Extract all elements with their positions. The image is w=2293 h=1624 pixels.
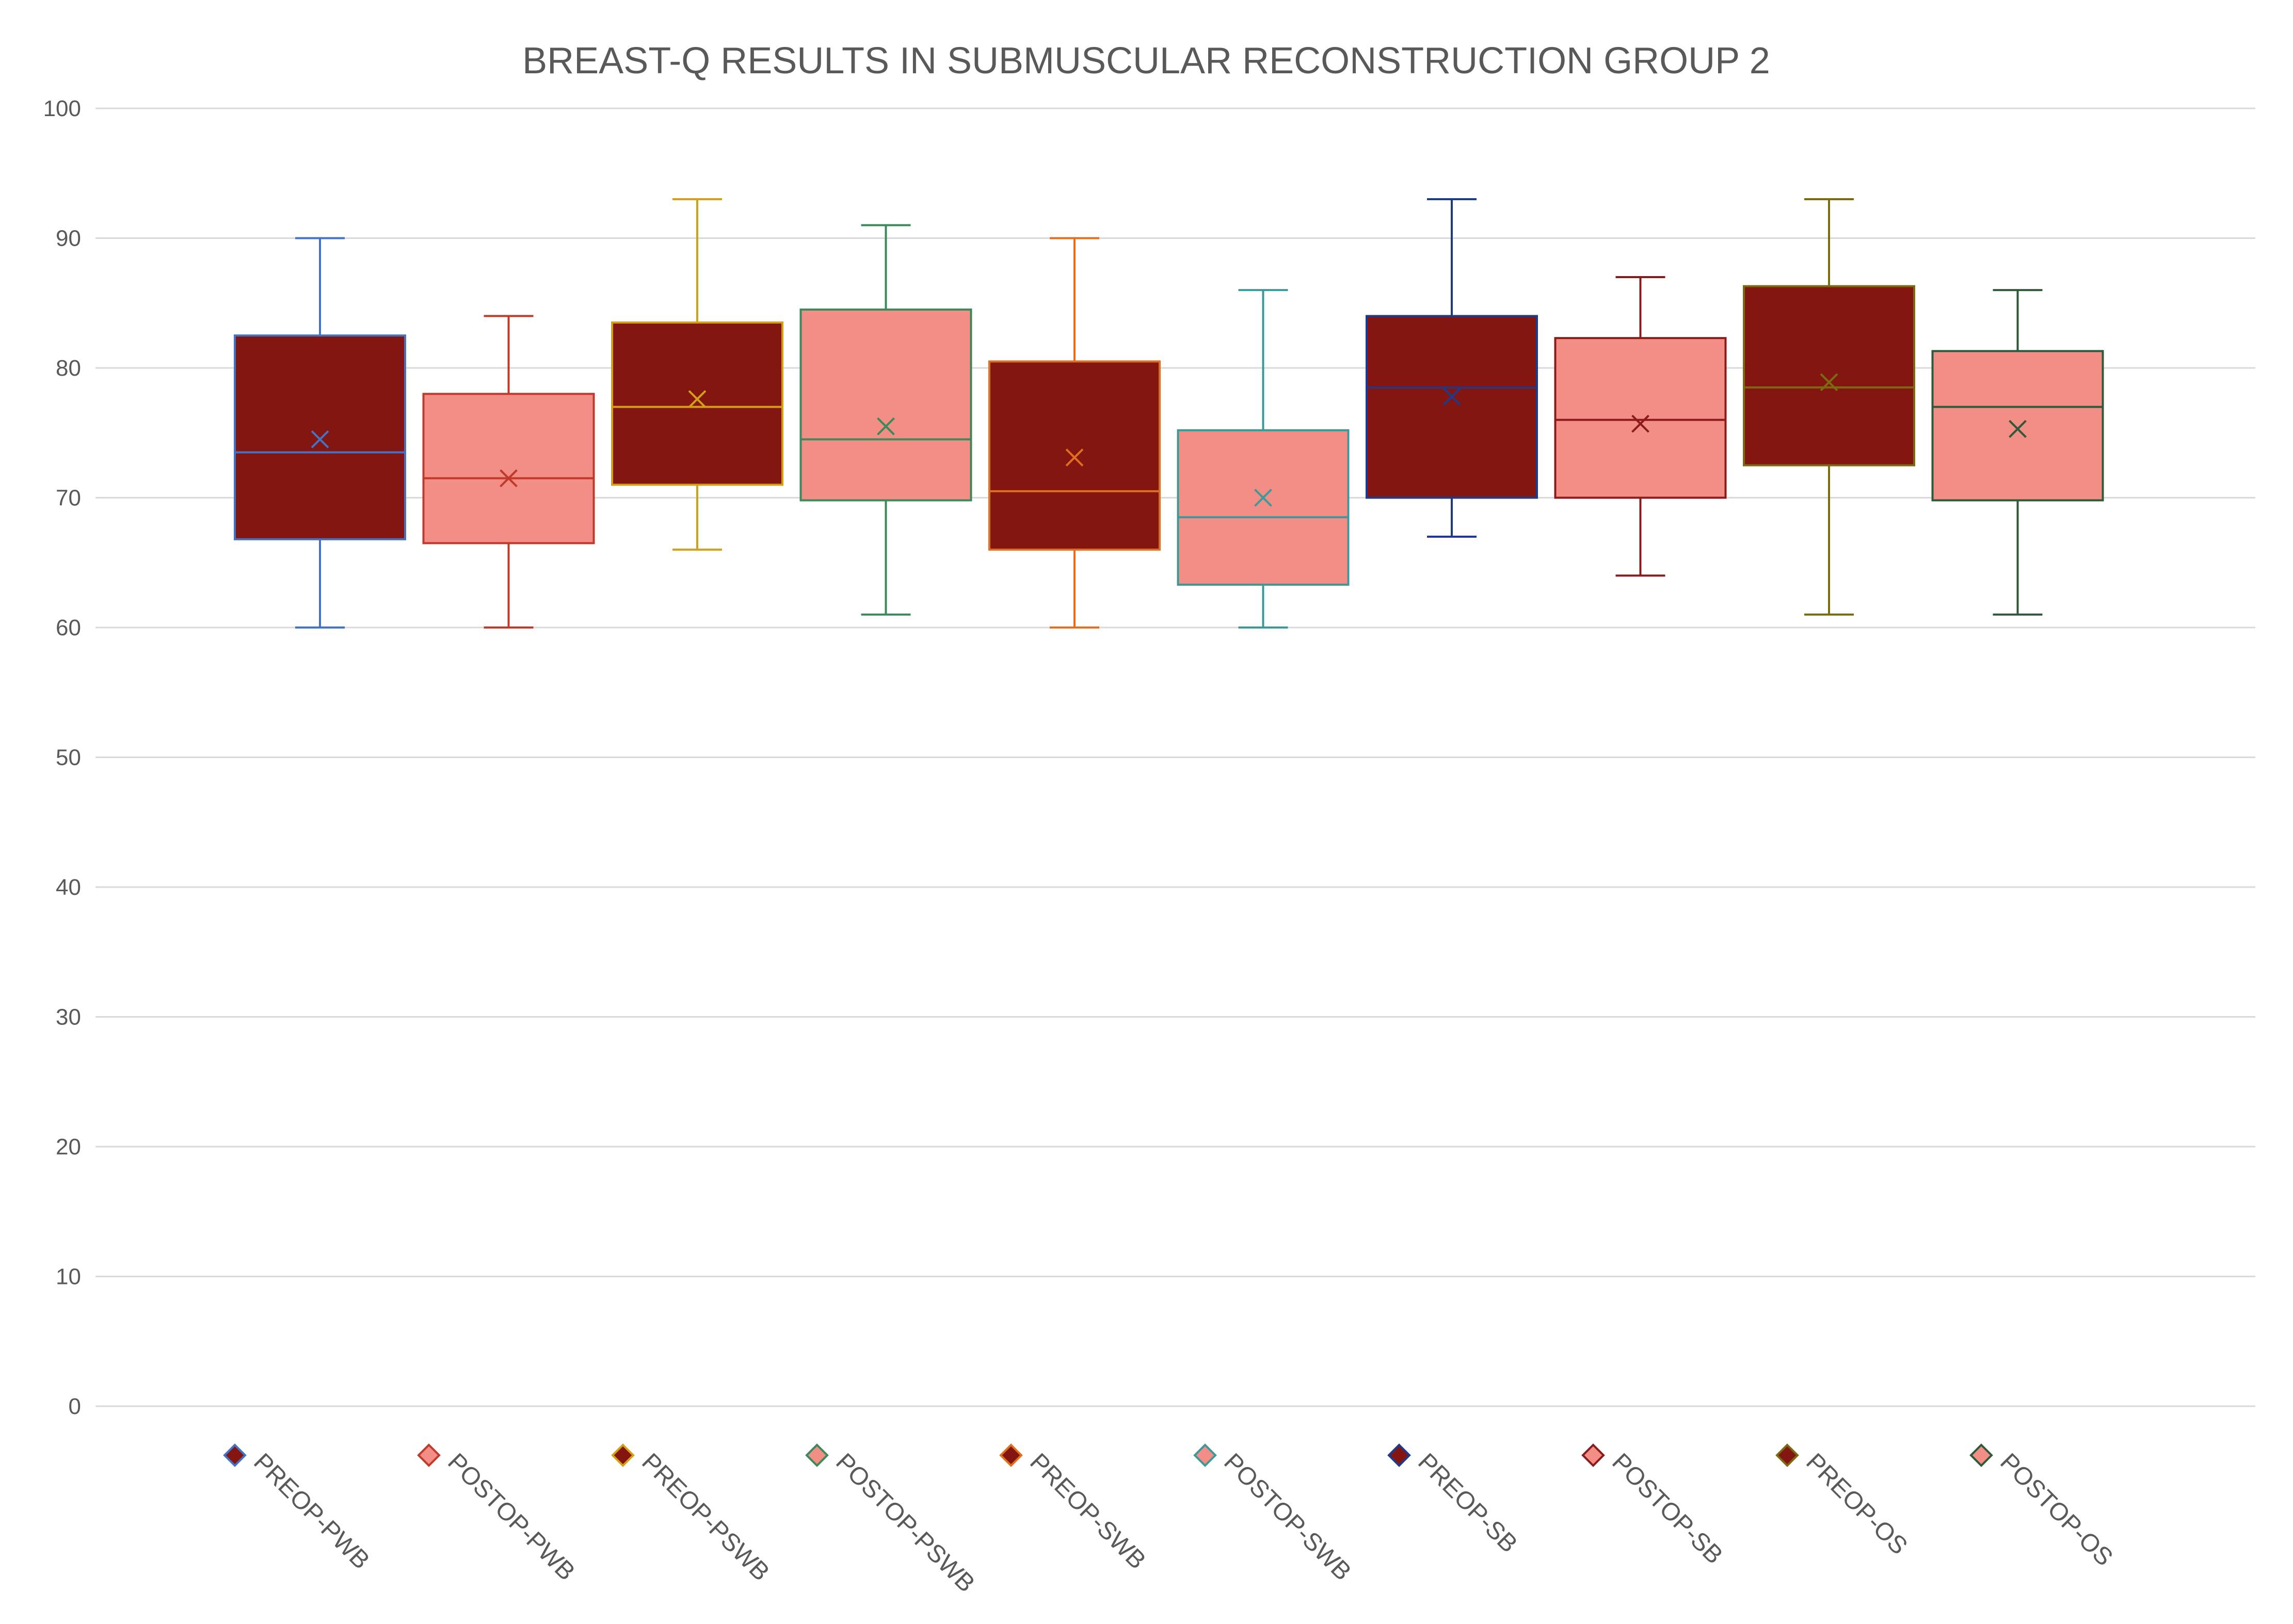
mean-marker bbox=[1631, 414, 1649, 433]
mean-marker bbox=[1442, 387, 1461, 406]
iqr-box bbox=[1931, 350, 2104, 502]
gridlines bbox=[95, 107, 2255, 1407]
iqr-box bbox=[1366, 315, 1538, 499]
iqr-box bbox=[1554, 337, 1727, 499]
mean-marker bbox=[311, 430, 329, 448]
legend-marker bbox=[1969, 1443, 1993, 1467]
y-tick-label-60: 60 bbox=[56, 615, 81, 640]
y-tick-label-100: 100 bbox=[43, 96, 81, 121]
y-tick-label-40: 40 bbox=[56, 875, 81, 900]
legend-marker bbox=[805, 1443, 829, 1467]
y-tick-label-70: 70 bbox=[56, 486, 81, 511]
legend-marker bbox=[223, 1443, 247, 1467]
y-axis: 0 10 20 30 40 50 60 70 80 90 100 bbox=[43, 96, 81, 1419]
legend-marker bbox=[1193, 1443, 1217, 1467]
y-tick-label-80: 80 bbox=[56, 356, 81, 381]
box-preop-pwb bbox=[234, 237, 406, 629]
box-preop-os bbox=[1743, 198, 1915, 616]
iqr-box bbox=[1743, 285, 1915, 467]
mean-marker bbox=[500, 469, 518, 488]
box-postop-pswb bbox=[799, 224, 972, 616]
y-tick-label-50: 50 bbox=[56, 745, 81, 770]
chart-title: BREAST-Q RESULTS IN SUBMUSCULAR RECONSTR… bbox=[522, 40, 1770, 82]
y-tick-label-10: 10 bbox=[56, 1264, 81, 1290]
legend-marker bbox=[611, 1443, 635, 1467]
iqr-box bbox=[234, 334, 406, 540]
legend-marker bbox=[999, 1443, 1023, 1467]
mean-marker bbox=[688, 390, 707, 408]
iqr-box bbox=[988, 360, 1161, 551]
box-preop-sb bbox=[1366, 198, 1538, 538]
iqr-box bbox=[422, 393, 595, 544]
y-tick-label-30: 30 bbox=[56, 1005, 81, 1030]
y-tick-label-90: 90 bbox=[56, 226, 81, 251]
box-postop-pwb bbox=[422, 315, 595, 629]
y-tick-label-20: 20 bbox=[56, 1134, 81, 1160]
box-preop-swb bbox=[988, 237, 1161, 629]
box-preop-pswb bbox=[611, 198, 783, 551]
iqr-box bbox=[1177, 429, 1350, 586]
mean-marker bbox=[1065, 448, 1084, 467]
y-tick-label-0: 0 bbox=[69, 1394, 81, 1419]
legend-marker bbox=[1387, 1443, 1411, 1467]
box-postop-sb bbox=[1554, 276, 1727, 577]
mean-marker bbox=[1820, 373, 1838, 392]
legend-marker bbox=[1581, 1443, 1605, 1467]
box-series bbox=[234, 198, 2104, 629]
legend-marker bbox=[417, 1443, 441, 1467]
box-postop-swb bbox=[1177, 289, 1350, 629]
legend-marker bbox=[1775, 1443, 1799, 1467]
mean-marker bbox=[2009, 420, 2027, 438]
iqr-box bbox=[611, 321, 783, 486]
mean-marker bbox=[1254, 489, 1272, 507]
box-postop-os bbox=[1931, 289, 2104, 616]
iqr-box bbox=[799, 308, 972, 502]
mean-marker bbox=[877, 417, 895, 436]
